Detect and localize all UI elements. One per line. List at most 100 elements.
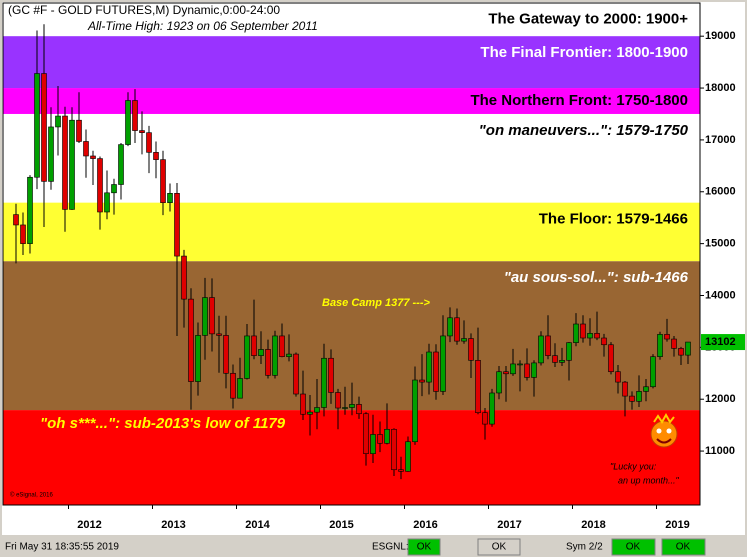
candle-body xyxy=(538,335,544,364)
status-feed: ESGNL: xyxy=(372,542,409,553)
candle-body xyxy=(83,141,89,157)
candle-body xyxy=(552,355,558,363)
candle-body xyxy=(125,100,131,145)
price-band xyxy=(3,36,700,89)
candle-body xyxy=(517,363,523,366)
annotation: Base Camp 1377 ---> xyxy=(322,297,430,309)
band-label: The Gateway to 2000: 1900+ xyxy=(488,11,688,28)
candle-body xyxy=(370,434,376,454)
candle-body xyxy=(482,412,488,425)
candle-body xyxy=(454,317,460,342)
candle-body xyxy=(405,441,411,472)
emoji-icon xyxy=(650,412,678,448)
candle-body xyxy=(251,335,257,356)
chart-subtitle: All-Time High: 1923 on 06 September 2011 xyxy=(87,19,318,33)
candle-body xyxy=(440,335,446,392)
band-label: The Final Frontier: 1800-1900 xyxy=(480,44,688,61)
candle-body xyxy=(629,395,635,402)
candle-body xyxy=(265,349,271,376)
candle-body xyxy=(412,379,418,443)
status-symbols: Sym 2/2 xyxy=(566,542,603,553)
chart-title: (GC #F - GOLD FUTURES,M) Dynamic,0:00-24… xyxy=(8,3,280,17)
candle-body xyxy=(545,335,551,356)
plot-border xyxy=(2,2,701,506)
x-tick-label: 2013 xyxy=(161,519,185,531)
candle-body xyxy=(650,356,656,388)
candle-body xyxy=(34,73,40,178)
copyright: © eSignal, 2016 xyxy=(10,492,53,499)
candle-body xyxy=(426,351,432,383)
candle-body xyxy=(671,338,677,349)
candle-body xyxy=(279,335,285,357)
candle-body xyxy=(503,371,509,375)
candle-body xyxy=(559,360,565,363)
status-box xyxy=(477,538,521,556)
y-tick-label: 16000 xyxy=(705,186,736,198)
candle-body xyxy=(328,357,334,393)
candle-body xyxy=(153,152,159,160)
candle-body xyxy=(419,379,425,383)
candle-body xyxy=(188,298,194,382)
status-box xyxy=(661,538,706,556)
candle-body xyxy=(237,378,243,399)
candle-body xyxy=(335,392,341,409)
plot-area: The Gateway to 2000: 1900+ The Final Fron… xyxy=(3,3,700,505)
y-tick-label: 14000 xyxy=(705,289,736,301)
candle-body xyxy=(69,119,75,210)
candle-body xyxy=(223,335,229,374)
band-label: "on maneuvers...": 1579-1750 xyxy=(479,122,689,139)
candle-body xyxy=(384,428,390,444)
status-ok: OK xyxy=(417,542,432,553)
candle-body xyxy=(433,351,439,392)
candle-body xyxy=(111,184,117,194)
candle-body xyxy=(307,411,313,415)
candle-body xyxy=(601,337,607,346)
candle-body xyxy=(615,371,621,383)
candle-body xyxy=(258,349,264,356)
candle-body xyxy=(489,392,495,425)
candle-body xyxy=(321,357,327,408)
candle-body xyxy=(293,353,299,395)
last-price-label: 13102 xyxy=(705,336,736,348)
x-tick-label: 2019 xyxy=(665,519,689,531)
candle-body xyxy=(566,342,572,361)
candle-body xyxy=(300,393,306,415)
candle-body xyxy=(496,371,502,394)
status-ok: OK xyxy=(492,542,507,553)
candle-body xyxy=(678,348,684,356)
candle-body xyxy=(664,334,670,340)
price-band xyxy=(3,202,700,262)
candle-body xyxy=(377,434,383,444)
candle-body xyxy=(48,126,54,182)
candle-body xyxy=(587,333,593,339)
candle-body xyxy=(643,386,649,392)
annotation: an up month..." xyxy=(618,475,680,485)
candle-body xyxy=(531,362,537,378)
candle-body xyxy=(139,130,145,133)
candle-body xyxy=(272,335,278,376)
y-tick-label: 15000 xyxy=(705,238,736,250)
candle-body xyxy=(27,176,33,244)
candle-body xyxy=(349,404,355,408)
y-tick-label: 19000 xyxy=(705,30,736,42)
candle-body xyxy=(608,344,614,373)
candle-body xyxy=(510,363,516,375)
candle-body xyxy=(685,341,691,356)
candle-body xyxy=(167,193,173,203)
candle-body xyxy=(174,193,180,257)
last-price-box xyxy=(701,334,745,351)
candle-body xyxy=(181,255,187,300)
y-tick-label: 18000 xyxy=(705,82,736,94)
candle-body xyxy=(20,224,26,244)
status-box xyxy=(611,538,656,556)
candle-body xyxy=(468,338,474,361)
status-box xyxy=(407,538,441,556)
x-tick-label: 2014 xyxy=(245,519,270,531)
candle-body xyxy=(356,404,362,415)
candle-body xyxy=(216,333,222,336)
candle-body xyxy=(118,144,124,185)
candle-body xyxy=(461,338,467,342)
candle-body xyxy=(202,297,208,336)
status-datetime: Fri May 31 18:35:55 2019 xyxy=(5,542,119,553)
candle-body xyxy=(160,159,166,203)
